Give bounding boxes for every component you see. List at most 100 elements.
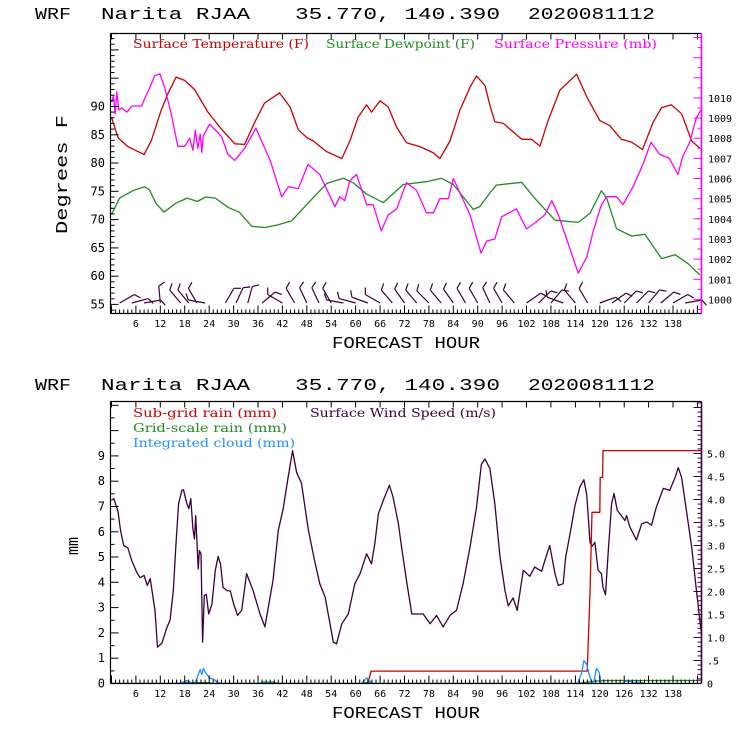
chart-title-coordinates: 35.770, 140.390	[295, 377, 500, 396]
wind-barb-staff	[351, 296, 369, 304]
wind-barb-staff	[578, 287, 589, 304]
y2-tick-label: 1.0	[707, 634, 725, 645]
y-tick-label: 85	[91, 128, 105, 142]
wind-barb-flag	[394, 282, 399, 290]
wind-barb	[187, 281, 198, 304]
x-tick-label: 54	[325, 319, 337, 330]
wind-barb-flag	[158, 281, 165, 287]
x-tick-label: 120	[591, 689, 609, 700]
series-line-surface-dewpoint	[110, 177, 701, 276]
series-line-surface-wind-speed	[111, 450, 702, 648]
wind-barb-flag	[134, 293, 141, 299]
wind-barb-flag	[185, 293, 189, 301]
wind-barb	[685, 299, 707, 306]
x-tick-label: 24	[203, 319, 215, 330]
wind-barb-staff	[672, 293, 689, 304]
wind-barb-staff	[416, 290, 430, 304]
x-tick-label: 48	[301, 689, 313, 700]
x-tick-label: 24	[203, 689, 215, 700]
y-tick-label: 9	[98, 449, 105, 463]
x-tick-label: 66	[374, 689, 386, 700]
y2-tick-label: 1000	[708, 295, 732, 306]
wind-barb-flag	[502, 283, 507, 291]
wind-barb-staff	[119, 293, 135, 304]
x-tick-label: 96	[496, 319, 508, 330]
surface-plot-area: 6 12 18 24 30 36 42 48 54 60 66 72 78 84 90 96 102 108 114…	[91, 32, 732, 330]
wind-barb	[299, 281, 308, 304]
x-tick-label: 54	[325, 689, 337, 700]
x-tick-label: 102	[517, 689, 535, 700]
y2-tick-label: 2.5	[707, 565, 725, 576]
x-tick-label: 84	[447, 689, 459, 700]
wind-barb	[456, 281, 467, 304]
y-tick-label: 8	[98, 474, 105, 488]
wind-barb-staff	[143, 299, 161, 304]
wind-barb-staff	[482, 287, 491, 304]
wind-barb-staff	[261, 291, 276, 304]
x-tick-label: 126	[615, 319, 633, 330]
x-tick-label: 108	[542, 319, 560, 330]
x-tick-label: 60	[350, 689, 362, 700]
wind-barb-flag	[648, 290, 656, 294]
legend-surface-temperature: Surface Temperature (F)	[133, 37, 309, 51]
wind-barb	[672, 293, 695, 304]
y2-tick-label: 1.5	[707, 611, 725, 622]
wind-barb-flag	[322, 281, 327, 289]
x-axis-title: FORECAST HOUR	[332, 705, 480, 724]
x-tick-label: 84	[447, 319, 459, 330]
wind-barb-staff	[326, 299, 344, 304]
wind-barb-flag	[169, 283, 173, 291]
y-tick-label: 55	[91, 297, 105, 311]
x-tick-label: 36	[252, 319, 264, 330]
wind-barb	[563, 283, 576, 304]
x-tick-label: 12	[154, 319, 166, 330]
wind-barb-staff	[623, 290, 637, 304]
wind-barb-staff	[235, 287, 244, 304]
legend-grid-scale-rain: Grid-scale rain (mm)	[133, 421, 287, 435]
wind-barb	[185, 293, 206, 304]
wind-barb-flag	[550, 290, 558, 294]
wind-barb	[545, 290, 564, 304]
y2-tick-label: 0	[707, 680, 713, 691]
wind-barb	[429, 283, 442, 304]
wind-barb-flag	[659, 289, 667, 292]
wind-barb-staff	[635, 290, 649, 304]
wind-barb	[623, 290, 644, 304]
wind-barb-staff	[443, 288, 454, 304]
wind-barb	[468, 281, 479, 304]
wind-barb	[482, 281, 491, 304]
wind-barb-flag	[147, 298, 154, 304]
wind-barb-flag	[285, 281, 291, 289]
wind-barb-flag	[311, 281, 317, 288]
wind-barb-staff	[563, 289, 576, 304]
wind-barb-staff	[405, 289, 418, 304]
y2-tick-label: 4.0	[707, 496, 725, 507]
x-tick-label: 42	[276, 319, 288, 330]
x-tick-label: 138	[664, 319, 682, 330]
y2-tick-label: 2.0	[707, 588, 725, 599]
y2-tick-label: 1001	[708, 275, 732, 286]
wind-barb-flag	[442, 282, 448, 290]
wind-barb-staff	[611, 292, 627, 304]
wind-barb	[285, 281, 296, 304]
wind-barb-flag	[336, 291, 340, 299]
wind-barb-flag	[429, 283, 434, 291]
y2-tick-label: 5.0	[707, 450, 725, 461]
wind-barb	[336, 291, 356, 304]
wind-barb-flag	[456, 281, 462, 289]
chart-title-coordinates: 35.770, 140.390	[295, 6, 500, 25]
y-tick-label: 5	[98, 550, 105, 564]
wind-barb-staff	[546, 296, 564, 304]
wind-barb	[394, 282, 405, 304]
wind-barb	[599, 296, 622, 304]
wind-barb-staff	[394, 288, 405, 304]
x-tick-label: 132	[640, 689, 658, 700]
legend-surface-wind-speed: Surface Wind Speed (m/s)	[310, 406, 496, 420]
wind-barb-staff	[247, 286, 253, 304]
x-tick-label: 72	[398, 689, 410, 700]
legend-integrated-cloud: Integrated cloud (mm)	[133, 436, 295, 450]
wind-barbs	[119, 281, 707, 306]
y2-tick-label: 1007	[708, 154, 732, 165]
wind-barb	[169, 283, 182, 304]
wind-barb	[311, 281, 320, 304]
